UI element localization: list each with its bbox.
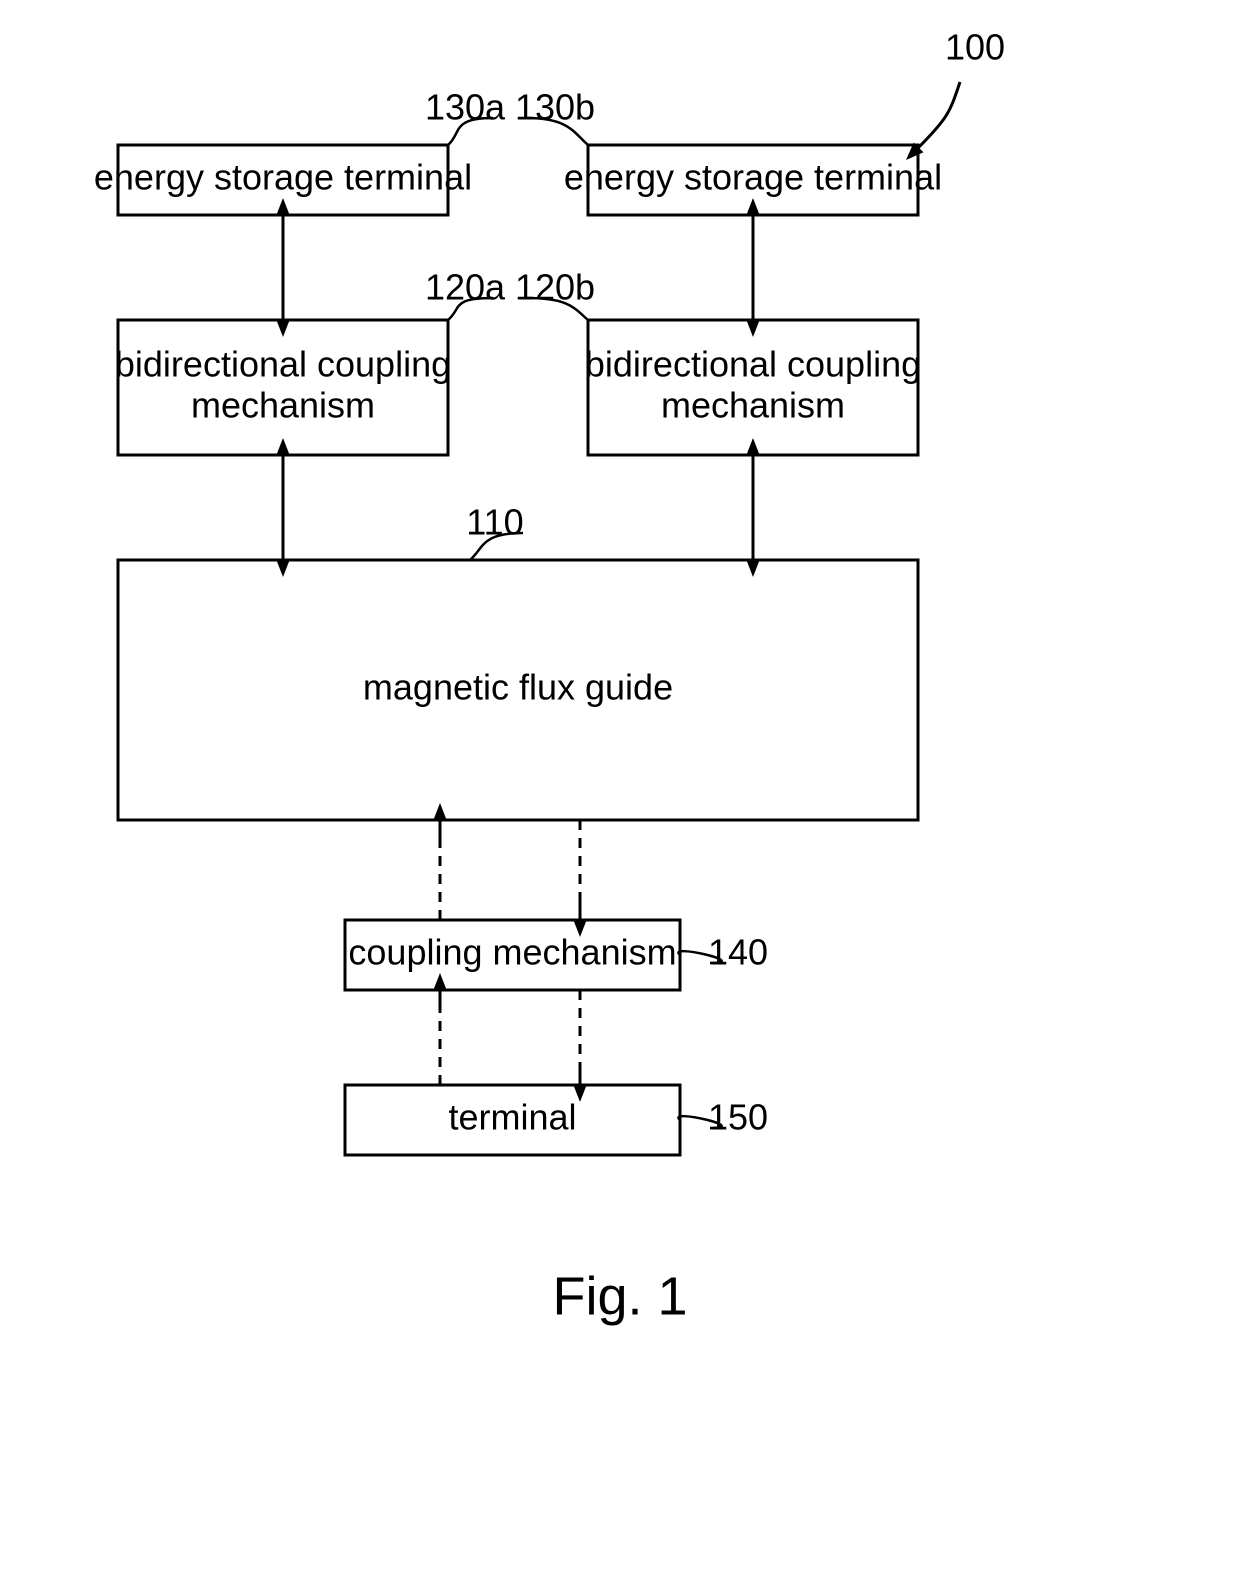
block-est_a: energy storage terminal — [94, 145, 472, 215]
block-bcm_b: bidirectional couplingmechanism — [585, 320, 921, 455]
block-bcm_b-label: bidirectional coupling — [585, 343, 921, 384]
block-cm-label: coupling mechanism — [348, 932, 676, 973]
block-est_a-label: energy storage terminal — [94, 157, 472, 198]
diagram-canvas: energy storage terminal energy storage te… — [0, 0, 1240, 1575]
ref-110: 110 — [466, 502, 523, 543]
ref-130b: 130b — [515, 87, 595, 128]
block-mfg: magnetic flux guide — [118, 560, 918, 820]
block-est_b: energy storage terminal — [564, 145, 942, 215]
ref-140: 140 — [708, 932, 768, 973]
block-bcm_a: bidirectional couplingmechanism — [115, 320, 451, 455]
figure-caption: Fig. 1 — [552, 1266, 687, 1326]
block-cm: coupling mechanism — [345, 920, 680, 990]
block-bcm_b-label: mechanism — [661, 385, 845, 426]
caption-layer: Fig. 1 — [552, 1266, 687, 1326]
ref-150: 150 — [708, 1097, 768, 1138]
system-ref-label: 100 — [945, 27, 1005, 68]
ref-120a: 120a — [425, 267, 506, 308]
ref-120b: 120b — [515, 267, 595, 308]
ref-130a: 130a — [425, 87, 506, 128]
block-bcm_a-label: mechanism — [191, 385, 375, 426]
block-mfg-label: magnetic flux guide — [363, 667, 673, 708]
block-est_b-label: energy storage terminal — [564, 157, 942, 198]
block-term-label: terminal — [448, 1097, 576, 1138]
block-bcm_a-label: bidirectional coupling — [115, 343, 451, 384]
block-term: terminal — [345, 1085, 680, 1155]
